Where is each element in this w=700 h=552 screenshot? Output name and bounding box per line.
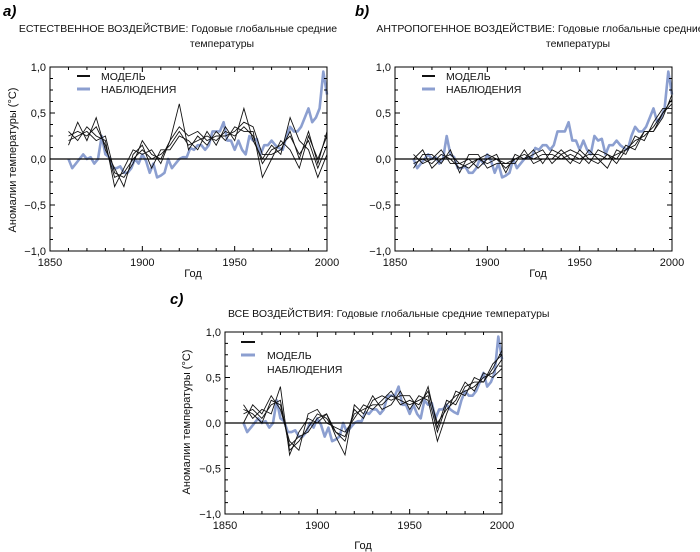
panel-b-model-run-4 [413, 98, 673, 169]
panel-a-plot: 1850 1900 1950 2000 1,0 0,5 0,0 −0,5 −1,0 [24, 62, 339, 269]
panel-a-x-tick-label: 1950 [222, 257, 246, 269]
panel-c-y-tick-label: 1,0 [206, 327, 221, 339]
panel-a-y-tick-label: 1,0 [31, 62, 46, 74]
panel-b-title-line1: АНТРОПОГЕННОЕ ВОЗДЕЙСТВИЕ: Годовые глоба… [376, 22, 700, 35]
panel-c-plot: 1850 1900 1950 2000 1,0 0,5 0,0 −0,5 −1,0 [199, 327, 514, 532]
panel-c-x-tick-label: 2000 [490, 520, 514, 532]
panel-c-legend-model: МОДЕЛЬ [267, 350, 312, 362]
panel-c-model-run-4 [243, 354, 503, 447]
panel-c-title: ВСЕ ВОЗДЕЙСТВИЯ: Годовые глобальные сред… [228, 307, 549, 320]
panel-b-y-tick-label: −1,0 [369, 246, 391, 258]
panel-a-x-tick-label: 2000 [315, 257, 339, 269]
panel-c-x-tick-label: 1950 [397, 520, 421, 532]
panel-b-x-tick-label: 1850 [383, 257, 407, 269]
panel-b-label: b) [355, 3, 369, 20]
panel-a-y-tick-label: −0,5 [24, 200, 46, 212]
panel-a-model-run-4 [68, 121, 328, 178]
panel-c-legend-observations: НАБЛЮДЕНИЯ [267, 364, 342, 376]
panel-a-ylabel: Аномалии температуры (°C) [7, 88, 19, 233]
panel-a-y-tick-label: 0,0 [31, 154, 46, 166]
panel-b-legend-observations: НАБЛЮДЕНИЯ [446, 84, 521, 96]
panel-c-y-tick-label: 0,0 [206, 418, 221, 430]
panel-b-x-tick-label: 1900 [475, 257, 499, 269]
panel-c-y-tick-label: 0,5 [206, 373, 221, 385]
panel-c-y-tick-label: −0,5 [199, 464, 221, 476]
panel-b-x-tick-label: 2000 [660, 257, 684, 269]
panel-b-y-tick-label: −0,5 [369, 200, 391, 212]
panel-a-legend-observations: НАБЛЮДЕНИЯ [101, 84, 176, 96]
panel-b-x-tick-label: 1950 [567, 257, 591, 269]
panel-c-x-tick-label: 1850 [213, 520, 237, 532]
panel-a-label: a) [3, 3, 16, 20]
panel-a-x-tick-label: 1900 [130, 257, 154, 269]
panel-c-ylabel: Аномалии температуры (°C) [181, 350, 193, 495]
panel-a-x-tick-label: 1850 [38, 257, 62, 269]
panel-c-label: c) [170, 291, 183, 308]
panel-c-x-tick-label: 1900 [305, 520, 329, 532]
panel-b-y-tick-label: 0,5 [376, 108, 391, 120]
panel-c-y-tick-label: −1,0 [199, 509, 221, 521]
panel-a-observations-line [67, 70, 329, 179]
panel-b-y-tick-label: 0,0 [376, 154, 391, 166]
panel-b-plot: 1850 1900 1950 2000 1,0 0,5 0,0 −0,5 −1,0 [369, 62, 684, 269]
panel-a-xlabel: Год [184, 268, 202, 280]
panel-b-model-run-2 [413, 94, 673, 174]
panel-a-y-tick-label: 0,5 [31, 108, 46, 120]
panel-a-title-line1: ЕСТЕСТВЕННОЕ ВОЗДЕЙСТВИЕ: Годовые глобал… [19, 22, 337, 35]
panel-b-title-line2: температуры [546, 38, 610, 50]
panel-c-xlabel: Год [354, 540, 372, 552]
panel-a-title-line2: температуры [190, 38, 254, 50]
panel-a-legend-model: МОДЕЛЬ [101, 71, 146, 83]
panel-b-legend-model: МОДЕЛЬ [446, 71, 491, 83]
panel-b-xlabel: Год [529, 268, 547, 280]
panel-a-y-tick-label: −1,0 [24, 246, 46, 258]
panel-b-y-tick-label: 1,0 [376, 62, 391, 74]
